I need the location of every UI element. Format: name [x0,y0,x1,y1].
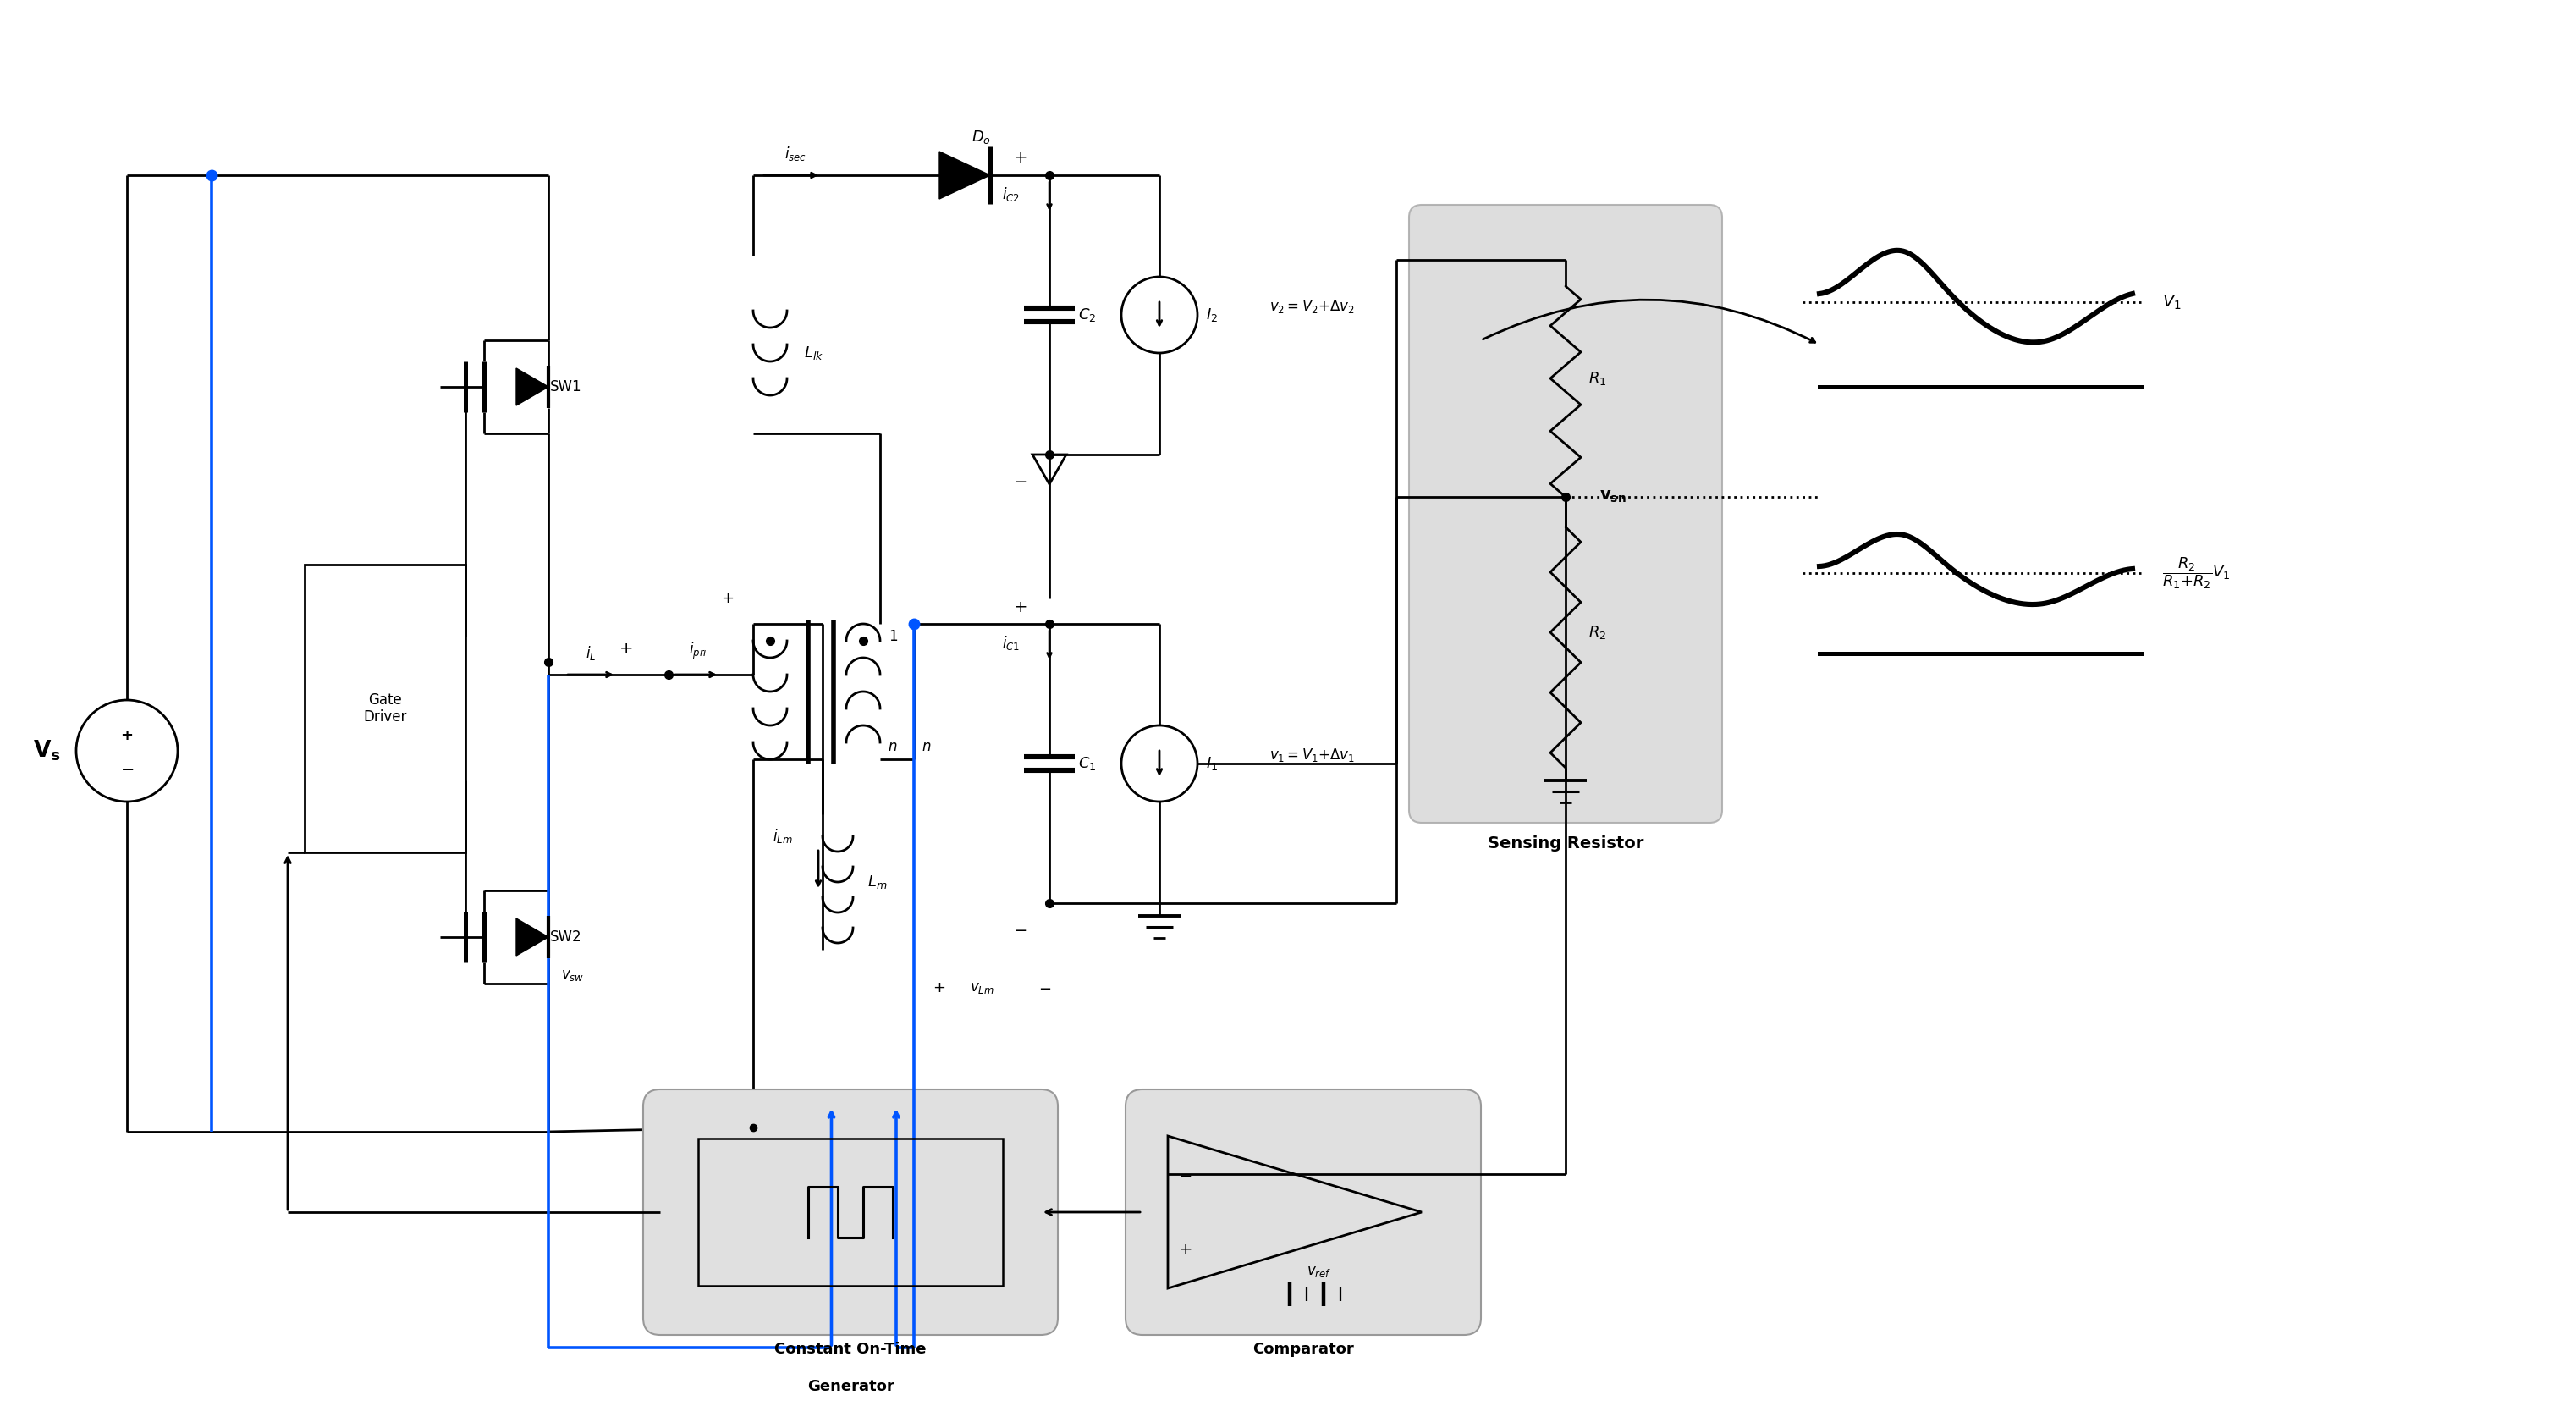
Polygon shape [515,918,549,955]
Text: $R_1$: $R_1$ [1589,370,1607,387]
Text: $i_{Lm}$: $i_{Lm}$ [773,827,793,844]
Text: $+$: $+$ [1012,150,1028,166]
Text: $\dfrac{R_2}{R_1{+}R_2}V_1$: $\dfrac{R_2}{R_1{+}R_2}V_1$ [2161,555,2231,591]
Text: +: + [618,641,634,657]
Text: $v_{Lm}$: $v_{Lm}$ [969,980,994,995]
Text: $C_1$: $C_1$ [1079,755,1097,773]
Text: $I_1$: $I_1$ [1206,755,1218,773]
Text: $L_{lk}$: $L_{lk}$ [804,344,824,361]
Text: +: + [121,728,134,743]
Text: $-$: $-$ [1038,980,1051,995]
Text: $v_1{=}V_1{+}\Delta v_1$: $v_1{=}V_1{+}\Delta v_1$ [1270,747,1355,764]
Text: $-$: $-$ [1177,1167,1193,1182]
Text: Generator: Generator [806,1379,894,1394]
Text: $R_2$: $R_2$ [1589,624,1607,641]
Bar [698,1138,1002,1285]
Bar [304,564,466,853]
Text: $+$: $+$ [933,980,945,995]
Text: Sensing Resistor: Sensing Resistor [1486,835,1643,853]
Text: SW2: SW2 [551,930,582,945]
Text: $\mathbf{v_{sn}}$: $\mathbf{v_{sn}}$ [1600,488,1625,506]
Text: Comparator: Comparator [1252,1342,1355,1357]
Text: $i_{sec}$: $i_{sec}$ [786,146,806,163]
Text: $+$: $+$ [1177,1242,1193,1258]
Text: $L_m$: $L_m$ [868,874,886,891]
Text: $i_L$: $i_L$ [585,644,595,663]
Text: $-$: $-$ [1012,471,1028,488]
FancyBboxPatch shape [644,1090,1059,1335]
Text: 1: 1 [889,628,896,644]
FancyBboxPatch shape [1126,1090,1481,1335]
Text: $V_1$: $V_1$ [2161,293,2182,311]
Text: $v_2{=}V_2{+}\Delta v_2$: $v_2{=}V_2{+}\Delta v_2$ [1270,298,1355,316]
Text: $\mathbf{V_s}$: $\mathbf{V_s}$ [33,738,59,763]
Polygon shape [515,368,549,406]
Text: $i_{C1}$: $i_{C1}$ [1002,634,1020,651]
Text: $v_{sw}$: $v_{sw}$ [562,968,585,982]
Text: n: n [922,738,930,754]
Text: $I_2$: $I_2$ [1206,307,1218,323]
Text: $i_{C2}$: $i_{C2}$ [1002,186,1020,203]
FancyBboxPatch shape [1409,204,1723,823]
Text: $-$: $-$ [121,760,134,775]
Text: +: + [721,591,734,605]
Polygon shape [940,151,989,198]
Text: Gate
Driver: Gate Driver [363,693,407,725]
Text: $-$: $-$ [1012,921,1028,937]
Text: n: n [889,738,896,754]
Text: $v_{ref}$: $v_{ref}$ [1306,1264,1332,1279]
Text: $+$: $+$ [1012,598,1028,615]
Text: $D_o$: $D_o$ [971,129,992,146]
Text: $C_2$: $C_2$ [1079,307,1097,323]
Text: SW1: SW1 [551,380,582,394]
Text: $i_{pri}$: $i_{pri}$ [688,641,708,661]
Text: Constant On-Time: Constant On-Time [775,1342,927,1357]
